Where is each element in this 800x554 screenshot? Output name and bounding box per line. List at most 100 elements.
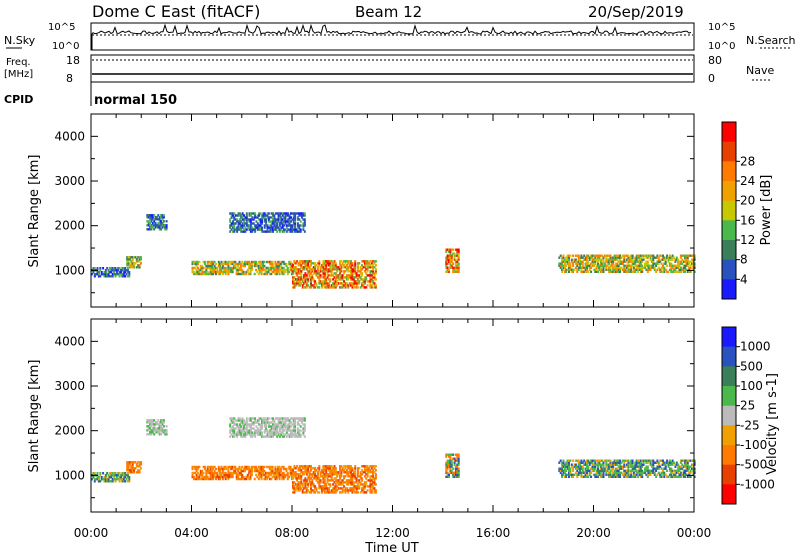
echo-cell <box>122 275 125 278</box>
echo-cell <box>351 483 354 486</box>
echo-cell <box>296 435 299 438</box>
echo-cell <box>240 216 243 219</box>
echo-cell <box>304 286 307 289</box>
echo-cell <box>303 423 306 426</box>
echo-cell <box>302 417 305 420</box>
echo-cell <box>126 256 129 259</box>
echo-cell <box>271 467 274 471</box>
echo-cell <box>135 465 138 468</box>
echo-cell <box>282 272 285 276</box>
echo-cell <box>241 423 244 426</box>
echo-cell <box>230 467 233 471</box>
echo-cell <box>362 471 365 474</box>
echo-cell <box>348 276 351 279</box>
echo-cell <box>113 273 116 276</box>
echo-cell <box>568 266 570 269</box>
echo-cell <box>137 461 140 464</box>
echo-cell <box>217 260 220 264</box>
echo-cell <box>352 278 355 281</box>
echo-cell <box>120 273 122 276</box>
echo-cell <box>681 463 684 466</box>
echo-cell <box>610 469 613 472</box>
echo-cell <box>106 472 109 475</box>
echo-cell <box>96 271 99 274</box>
echo-cell <box>161 214 164 217</box>
echo-cell <box>456 465 459 468</box>
echo-cell <box>236 425 239 428</box>
echo-cell <box>237 425 240 428</box>
echo-cell <box>235 467 238 471</box>
echo-cell <box>220 262 223 266</box>
echo-cell <box>266 477 269 481</box>
echo-cell <box>285 417 288 420</box>
echo-cell <box>333 266 336 269</box>
echo-cell <box>617 461 620 464</box>
echo-cell <box>263 272 266 276</box>
echo-cell <box>252 260 255 264</box>
echo-cell <box>250 266 253 270</box>
echo-cell <box>327 262 330 265</box>
echo-cell <box>584 473 587 476</box>
echo-cell <box>619 467 622 470</box>
echo-cell <box>285 425 288 428</box>
echo-cell <box>619 262 622 265</box>
echo-cell <box>224 467 227 471</box>
echo-cell <box>668 258 671 261</box>
echo-cell <box>624 270 627 273</box>
echo-cell <box>598 461 601 464</box>
echo-cell <box>294 214 297 217</box>
echo-cell <box>650 465 653 468</box>
echo-cell <box>577 465 580 468</box>
noise-tick-top-left: 10^5 <box>48 22 75 33</box>
echo-cell <box>356 485 359 488</box>
echo-cell <box>449 250 452 253</box>
echo-cell <box>310 260 312 263</box>
echo-cell <box>232 431 234 434</box>
echo-cell <box>561 465 564 468</box>
echo-cell <box>213 260 216 264</box>
echo-cell <box>260 260 263 264</box>
echo-cell <box>221 467 224 471</box>
echo-cell <box>675 469 678 472</box>
echo-cell <box>580 459 583 462</box>
echo-cell <box>202 465 205 469</box>
echo-cell <box>584 469 587 472</box>
echo-cell <box>122 271 125 274</box>
echo-cell <box>241 226 244 229</box>
echo-cell <box>199 266 202 270</box>
echo-cell <box>285 431 288 434</box>
echo-cell <box>312 278 315 281</box>
echo-cell <box>217 469 220 473</box>
echo-cell <box>307 465 310 468</box>
echo-cell <box>272 212 274 215</box>
echo-cell <box>323 489 326 492</box>
echo-cell <box>569 266 572 269</box>
echo-cell <box>264 268 267 272</box>
echo-cell <box>294 473 297 476</box>
echo-cell <box>227 465 230 469</box>
echo-cell <box>237 477 240 481</box>
echo-cell <box>283 228 286 231</box>
echo-cell <box>268 272 271 276</box>
echo-cell <box>656 256 659 259</box>
echo-cell <box>333 264 336 267</box>
echo-cell <box>103 476 106 479</box>
echo-cell <box>297 487 300 490</box>
echo-cell <box>344 487 347 490</box>
echo-cell <box>305 487 308 490</box>
echo-cell <box>452 252 455 255</box>
echo-cell <box>229 220 232 223</box>
echo-cell <box>678 260 681 263</box>
echo-cell <box>652 461 655 464</box>
echo-cell <box>689 475 692 478</box>
echo-cell <box>224 270 227 274</box>
echo-cell <box>236 423 239 426</box>
echo-cell <box>340 264 343 267</box>
echo-cell <box>566 254 569 257</box>
echo-cell <box>299 224 302 227</box>
echo-cell <box>339 268 341 271</box>
echo-cell <box>580 473 583 476</box>
echo-cell <box>591 258 594 261</box>
echo-cell <box>684 463 687 466</box>
echo-cell <box>628 264 631 267</box>
